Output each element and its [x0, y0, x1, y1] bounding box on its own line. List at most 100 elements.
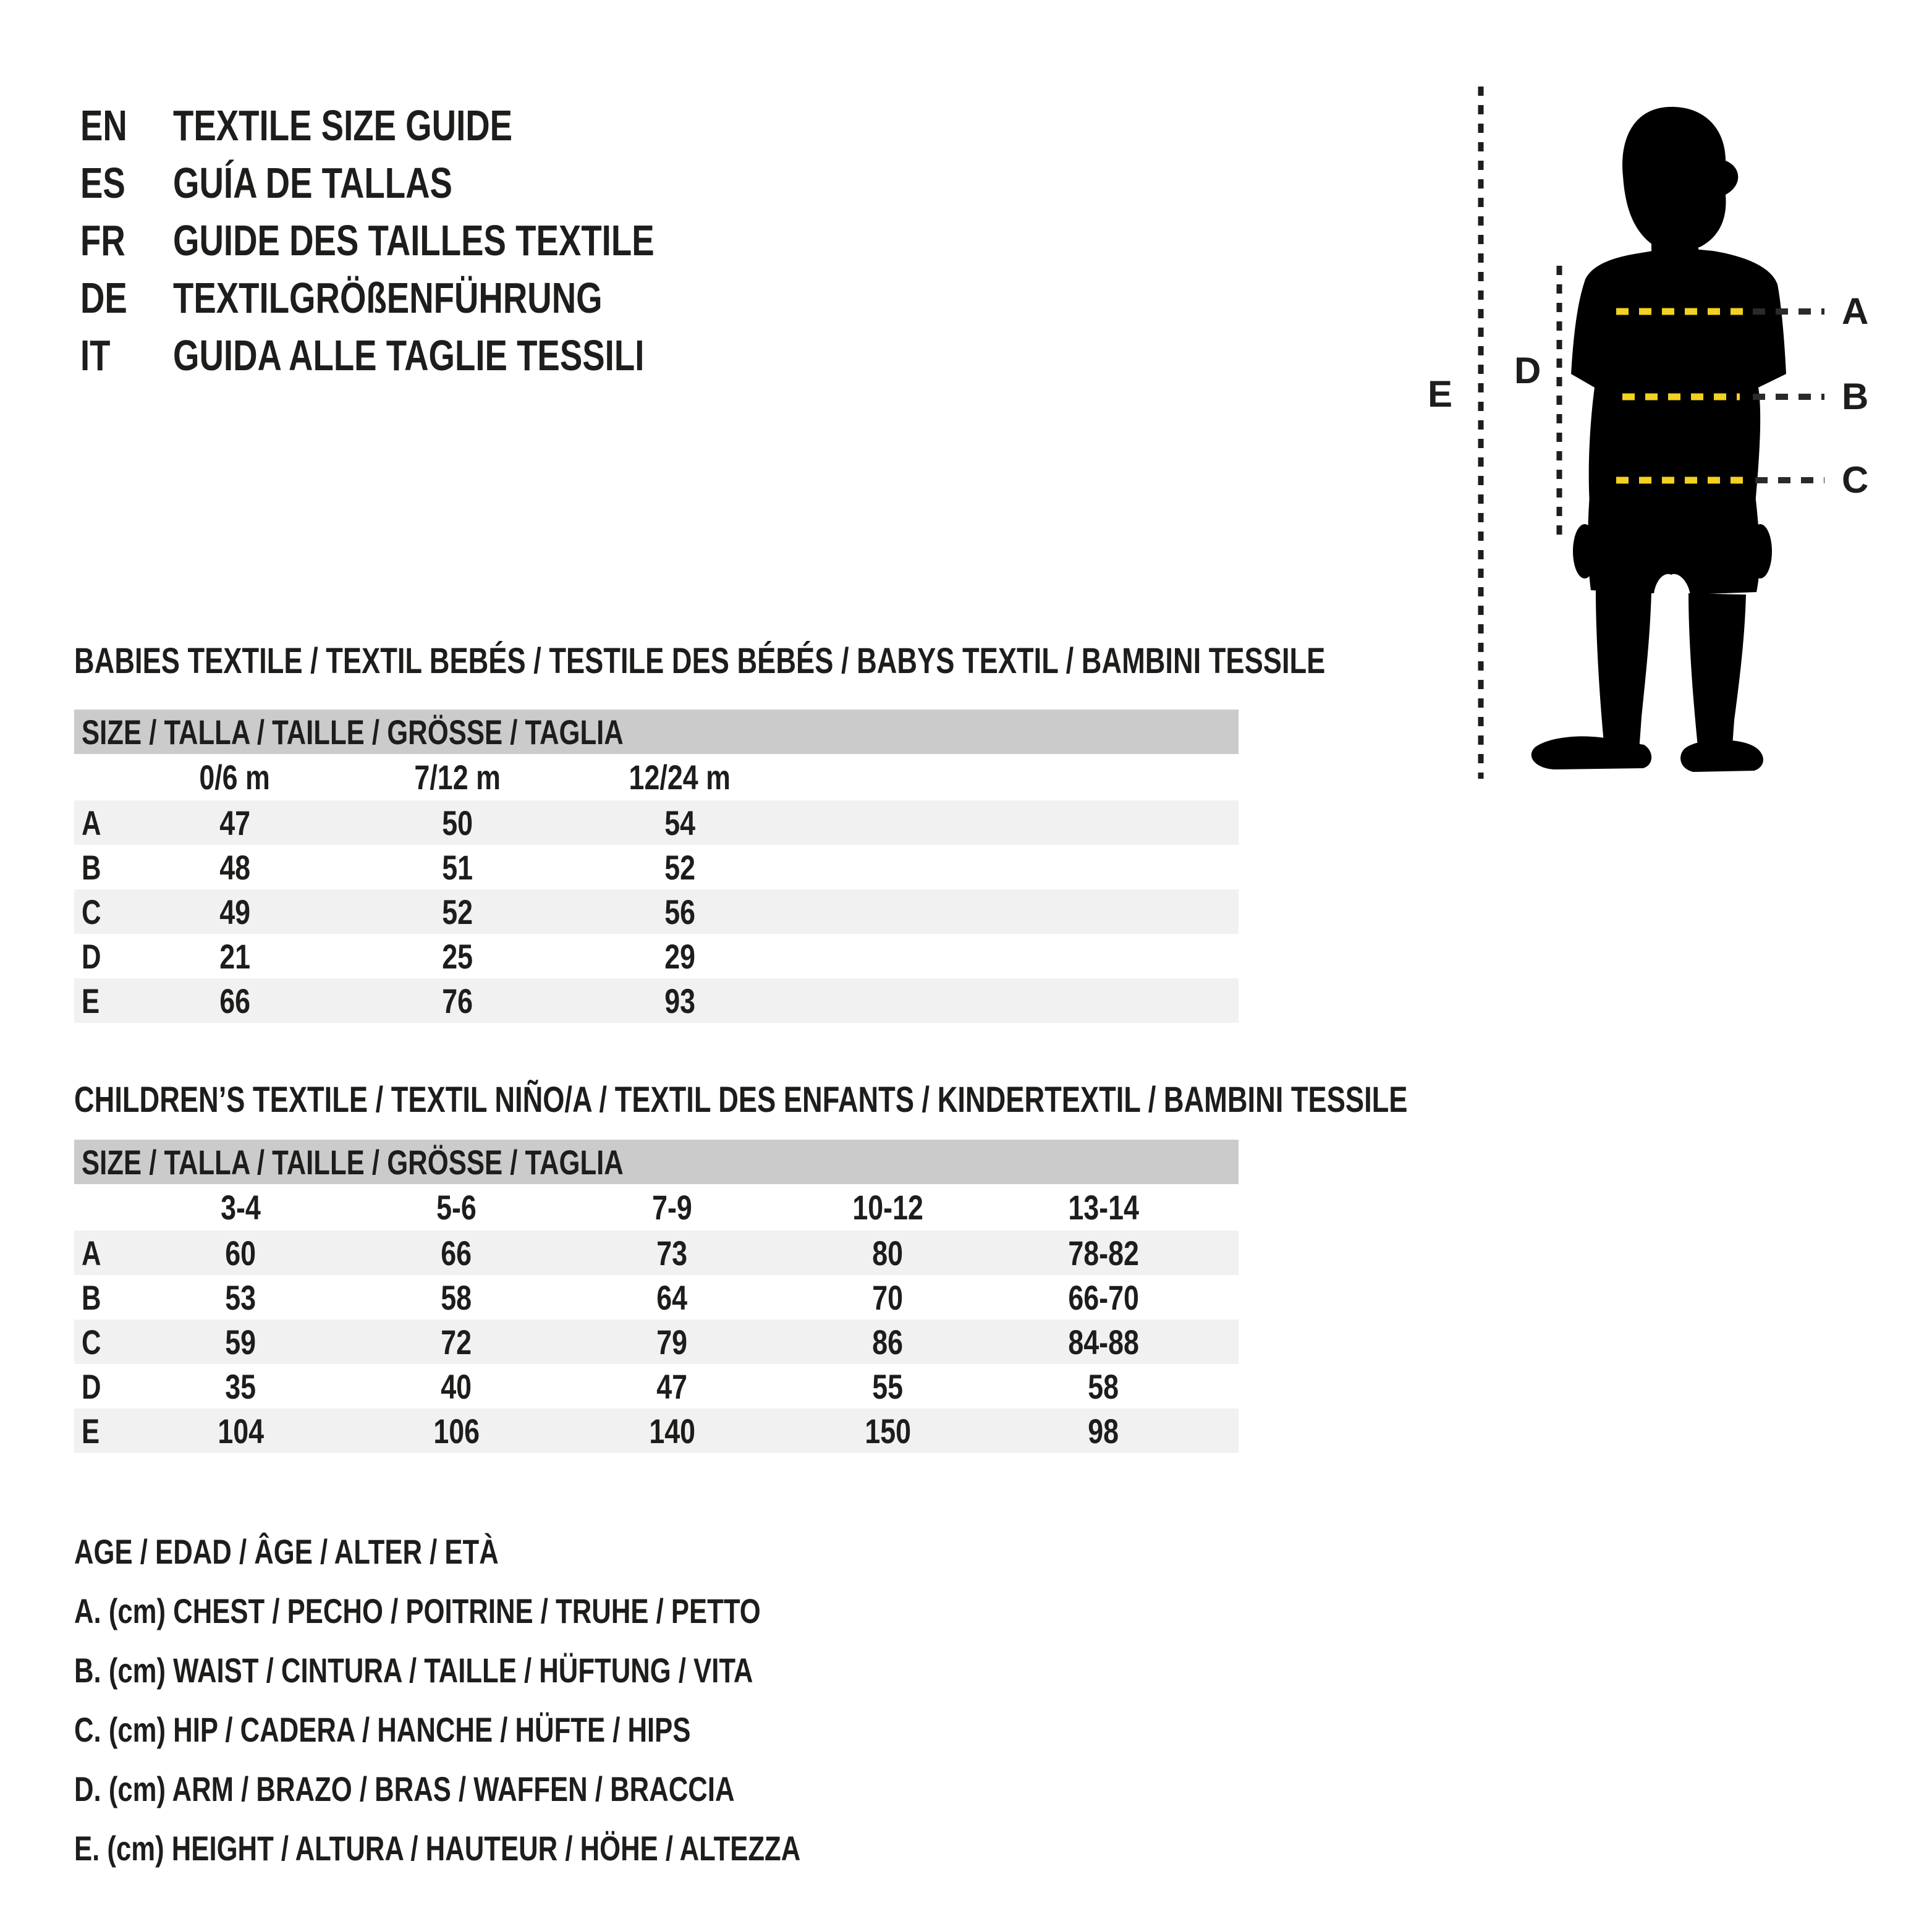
- cell: 73: [656, 1233, 688, 1273]
- cell: 54: [664, 803, 695, 842]
- cell: 98: [1088, 1411, 1119, 1451]
- row-label: C: [82, 892, 101, 931]
- cell: 53: [225, 1277, 256, 1317]
- cell: 25: [442, 936, 473, 976]
- cell: 60: [225, 1233, 256, 1273]
- cell: 104: [218, 1411, 264, 1451]
- column-header: 13-14: [1068, 1188, 1139, 1227]
- cell: 70: [872, 1277, 904, 1317]
- table-row: B 53 58 64 70 66-70: [74, 1275, 1239, 1320]
- row-label: C: [82, 1322, 101, 1362]
- cell: 84-88: [1068, 1322, 1139, 1362]
- cell: 66: [219, 981, 250, 1020]
- column-header: 12/24 m: [629, 758, 731, 797]
- column-header: 0/6 m: [199, 758, 271, 797]
- table-row: D 21 25 29: [74, 934, 1239, 978]
- cell: 86: [872, 1322, 904, 1362]
- cell: 58: [441, 1277, 472, 1317]
- cell: 21: [219, 936, 250, 976]
- cell: 76: [442, 981, 473, 1020]
- row-label: D: [82, 936, 101, 976]
- figure-label-B: B: [1842, 376, 1868, 417]
- cell: 78-82: [1068, 1233, 1139, 1273]
- babies-size-header-bar: SIZE / TALLA / TAILLE / GRÖSSE / TAGLIA: [74, 710, 1239, 754]
- table-row: A 60 66 73 80 78-82: [74, 1231, 1239, 1275]
- language-title-list: EN TEXTILE SIZE GUIDE ES GUÍA DE TALLAS …: [80, 96, 790, 384]
- babies-column-headers: 0/6 m 7/12 m 12/24 m: [74, 754, 1239, 800]
- lang-row-de: DE TEXTILGRÖßENFÜHRUNG: [80, 269, 790, 326]
- legend-waist-line: B. (cm) WAIST / CINTURA / TAILLE / HÜFTU…: [74, 1650, 753, 1690]
- guide-title: TEXTILE SIZE GUIDE: [173, 101, 513, 150]
- row-label: A: [82, 1233, 101, 1273]
- cell: 79: [656, 1322, 688, 1362]
- cell: 40: [441, 1366, 472, 1406]
- figure-label-E: E: [1428, 373, 1452, 415]
- legend-height-line: E. (cm) HEIGHT / ALTURA / HAUTEUR / HÖHE…: [74, 1828, 801, 1868]
- figure-label-D: D: [1514, 350, 1541, 391]
- table-row: E 104 106 140 150 98: [74, 1409, 1239, 1453]
- children-size-header-bar: SIZE / TALLA / TAILLE / GRÖSSE / TAGLIA: [74, 1140, 1239, 1184]
- legend-hip-line: C. (cm) HIP / CADERA / HANCHE / HÜFTE / …: [74, 1710, 691, 1749]
- lang-code: IT: [80, 331, 111, 379]
- child-silhouette-figure: A B C D E: [1428, 87, 1868, 779]
- lang-row-it: IT GUIDA ALLE TAGLIE TESSILI: [80, 326, 790, 384]
- row-label: E: [82, 1411, 100, 1451]
- cell: 66: [441, 1233, 472, 1273]
- table-row: C 59 72 79 86 84-88: [74, 1320, 1239, 1364]
- cell: 48: [219, 847, 250, 887]
- babies-size-table: SIZE / TALLA / TAILLE / GRÖSSE / TAGLIA …: [74, 710, 1239, 1023]
- guide-title: TEXTILGRÖßENFÜHRUNG: [173, 273, 603, 322]
- cell: 72: [441, 1322, 472, 1362]
- cell: 55: [872, 1366, 904, 1406]
- children-column-headers: 3-4 5-6 7-9 10-12 13-14: [74, 1184, 1239, 1231]
- cell: 66-70: [1068, 1277, 1139, 1317]
- cell: 51: [442, 847, 473, 887]
- cell: 150: [865, 1411, 911, 1451]
- cell: 80: [872, 1233, 904, 1273]
- cell: 47: [656, 1366, 688, 1406]
- cell: 49: [219, 892, 250, 931]
- column-header: 10-12: [852, 1188, 923, 1227]
- guide-title: GUIDE DES TAILLES TEXTILE: [173, 216, 655, 265]
- lang-row-en: EN TEXTILE SIZE GUIDE: [80, 96, 790, 154]
- table-row: A 47 50 54: [74, 800, 1239, 845]
- lang-code: DE: [80, 273, 127, 322]
- cell: 52: [442, 892, 473, 931]
- child-measurement-diagram: A B C D E: [1409, 62, 1932, 791]
- children-section-title: CHILDREN’S TEXTILE / TEXTIL NIÑO/A / TEX…: [74, 1080, 1408, 1120]
- figure-label-A: A: [1842, 290, 1868, 332]
- column-header: 5-6: [436, 1188, 477, 1227]
- column-header: 3-4: [221, 1188, 261, 1227]
- row-label: B: [82, 847, 101, 887]
- cell: 64: [656, 1277, 688, 1317]
- column-header: 7-9: [652, 1188, 692, 1227]
- guide-title: GUIDA ALLE TAGLIE TESSILI: [173, 331, 645, 379]
- cell: 29: [664, 936, 695, 976]
- table-row: E 66 76 93: [74, 978, 1239, 1023]
- lang-code: FR: [80, 216, 125, 265]
- row-label: B: [82, 1277, 101, 1317]
- cell: 58: [1088, 1366, 1119, 1406]
- cell: 93: [664, 981, 695, 1020]
- lang-row-es: ES GUÍA DE TALLAS: [80, 154, 790, 211]
- cell: 56: [664, 892, 695, 931]
- figure-label-C: C: [1842, 459, 1868, 501]
- babies-section-title: BABIES TEXTILE / TEXTIL BEBÉS / TESTILE …: [74, 641, 1326, 681]
- cell: 106: [433, 1411, 480, 1451]
- row-label: A: [82, 803, 101, 842]
- measurement-legend: AGE / EDAD / ÂGE / ALTER / ETÀ A. (cm) C…: [74, 1522, 1006, 1878]
- lang-row-fr: FR GUIDE DES TAILLES TEXTILE: [80, 211, 790, 269]
- guide-title: GUÍA DE TALLAS: [173, 158, 452, 207]
- cell: 35: [225, 1366, 256, 1406]
- row-label: D: [82, 1366, 101, 1406]
- children-size-table: SIZE / TALLA / TAILLE / GRÖSSE / TAGLIA …: [74, 1140, 1239, 1453]
- legend-chest-line: A. (cm) CHEST / PECHO / POITRINE / TRUHE…: [74, 1591, 761, 1630]
- table-row: D 35 40 47 55 58: [74, 1364, 1239, 1409]
- cell: 50: [442, 803, 473, 842]
- cell: 140: [649, 1411, 695, 1451]
- cell: 59: [225, 1322, 256, 1362]
- column-header: 7/12 m: [414, 758, 501, 797]
- legend-arm-line: D. (cm) ARM / BRAZO / BRAS / WAFFEN / BR…: [74, 1769, 735, 1808]
- row-label: E: [82, 981, 100, 1020]
